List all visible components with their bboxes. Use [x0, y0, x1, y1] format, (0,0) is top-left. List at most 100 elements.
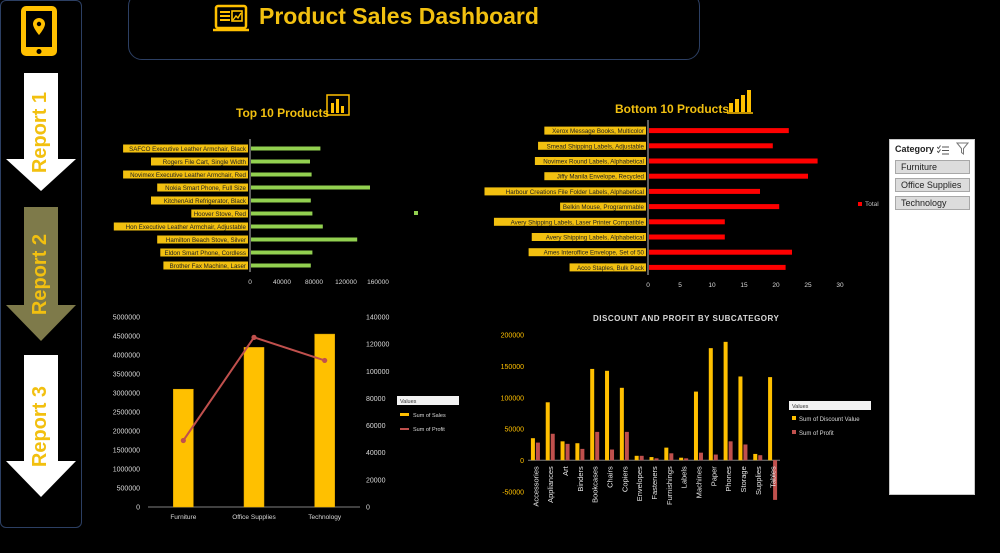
y2-tick-label: 0: [366, 505, 370, 512]
x-tick-label: 5: [678, 282, 682, 289]
bar: [649, 188, 760, 194]
profit-bar: [728, 441, 733, 461]
bar: [251, 224, 323, 229]
legend-title-bg: [789, 401, 871, 410]
profit-bar: [580, 448, 585, 461]
category-label-bg: [160, 248, 248, 257]
x-tick-label: Paper: [709, 466, 718, 487]
dashboard-header: Product Sales Dashboard: [128, 0, 700, 60]
x-tick-label: Machines: [694, 466, 703, 498]
y-tick-label: 0: [136, 505, 140, 512]
y-tick-label: 3500000: [113, 372, 140, 379]
y-tick-label: 500000: [117, 486, 140, 493]
nav-report-1-button[interactable]: Report 1: [6, 73, 76, 191]
x-tick-label: Bookcases: [591, 466, 600, 503]
discount-bar: [649, 457, 654, 461]
profit-bar: [565, 443, 570, 461]
y-tick-label: 2000000: [113, 429, 140, 436]
category-label-bg: [493, 217, 646, 226]
x-tick-label: 10: [708, 282, 716, 289]
bar: [251, 172, 312, 177]
category-label-bg: [123, 144, 248, 153]
x-tick-label: 25: [804, 282, 812, 289]
dashboard-icon: [213, 3, 249, 38]
nav-report-2-button[interactable]: Report 2: [6, 207, 76, 341]
x-tick-label: 40000: [273, 279, 291, 286]
y-tick-label: 0: [520, 458, 524, 465]
multi-select-icon[interactable]: [936, 143, 949, 161]
profit-point: [322, 357, 328, 364]
x-tick-label: Fasteners: [650, 466, 659, 500]
category-label: Belkin Mouse, Programmable: [563, 204, 645, 211]
profit-point: [180, 437, 186, 444]
bottom10-chart-title: Bottom 10 Products: [615, 102, 730, 116]
discount-bar: [605, 370, 610, 461]
category-label: SAFCO Executive Leather Armchair, Black: [129, 146, 247, 153]
y-tick-label: 200000: [501, 332, 524, 339]
profit-bar: [713, 454, 718, 461]
category-label: Jiffy Manila Envelope, Recycled: [557, 174, 645, 181]
nav-report-2-label: Report 2: [29, 233, 52, 315]
x-tick-label: Chairs: [606, 466, 615, 488]
category-label-bg: [484, 187, 646, 196]
category-label-bg: [534, 157, 646, 165]
profit-bar: [743, 444, 748, 461]
category-label-bg: [538, 141, 646, 150]
category-label-bg: [569, 263, 646, 272]
legend-label-discount: Sum of Discount Value: [799, 417, 860, 423]
y2-tick-label: 100000: [366, 369, 389, 376]
x-tick-label: Supplies: [754, 466, 763, 495]
bar: [251, 250, 313, 255]
top10-bar-chart: SAFCO Executive Leather Armchair, Black R…: [113, 139, 418, 286]
bar: [251, 263, 311, 268]
y2-tick-label: 60000: [366, 423, 386, 430]
x-tick-label: 20: [772, 282, 780, 289]
profit-bar: [550, 433, 555, 461]
nav-arrow-head: [6, 159, 76, 191]
sales-bar: [243, 347, 265, 508]
discount-bar: [768, 377, 773, 461]
category-label-bg: [528, 248, 646, 257]
category-label-bg: [560, 202, 646, 211]
category-label-bg: [544, 126, 646, 135]
discount-bar: [590, 368, 595, 461]
clear-filter-icon[interactable]: [955, 142, 970, 160]
legend-swatch-discount: [792, 416, 796, 420]
legend-swatch: [858, 202, 862, 206]
category-label: Ames Interoffice Envelope, Set of 50: [544, 250, 645, 257]
profit-bar: [535, 442, 540, 461]
bar: [649, 204, 780, 210]
x-tick-label: Technology: [308, 514, 342, 521]
x-tick-label: 80000: [305, 279, 323, 286]
x-tick-label: 0: [248, 279, 252, 286]
x-tick-label: Appliances: [546, 466, 555, 503]
nav-report-1-label: Report 1: [29, 91, 52, 173]
discount-bar: [560, 441, 565, 461]
category-label: Brother Fax Machine, Laser: [170, 263, 246, 270]
y-tick-label: 150000: [501, 364, 524, 371]
x-tick-label: Accessories: [531, 466, 540, 507]
bar: [251, 146, 321, 151]
profit-bar: [595, 431, 600, 461]
category-label: Hamilton Beach Stove, Silver: [166, 237, 246, 244]
category-label: Hoover Stove, Red: [194, 211, 247, 218]
bar: [251, 237, 358, 242]
slicer-item-office-supplies[interactable]: Office Supplies: [895, 178, 970, 192]
x-tick-label: Tables: [769, 466, 778, 488]
x-tick-label: Envelopes: [635, 466, 644, 501]
y2-tick-label: 80000: [366, 396, 386, 403]
slicer-item-furniture[interactable]: Furniture: [895, 160, 970, 174]
legend-swatch: [414, 211, 418, 215]
y-tick-label: 3000000: [113, 391, 140, 398]
slicer-item-technology[interactable]: Technology: [895, 196, 970, 210]
nav-report-3-button[interactable]: Report 3: [6, 355, 76, 497]
category-label-bg: [151, 157, 248, 166]
y-tick-label: -50000: [502, 490, 524, 497]
category-label-bg: [157, 235, 248, 244]
sales-bar: [173, 388, 194, 508]
category-label: Smead Shipping Labels, Adjustable: [547, 143, 645, 150]
bottom10-chart-icon: [726, 88, 754, 119]
discount-bar: [619, 387, 624, 461]
x-tick-label: 30: [836, 282, 844, 289]
discount-bar: [693, 391, 698, 461]
